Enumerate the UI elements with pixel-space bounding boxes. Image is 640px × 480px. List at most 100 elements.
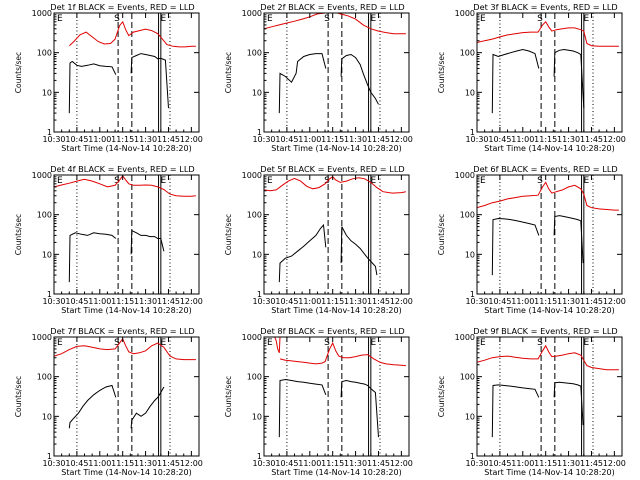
y-tick-label: 10 bbox=[465, 88, 475, 97]
x-tick-label: 11:15 bbox=[111, 135, 134, 144]
x-tick-label: 11:30 bbox=[344, 459, 367, 468]
y-tick-label: 1000 bbox=[242, 9, 262, 18]
y-tick-label: 10 bbox=[465, 250, 475, 259]
y-tick-label: 10 bbox=[465, 412, 475, 421]
x-tick-label: 11:15 bbox=[321, 297, 344, 306]
x-tick-label: 10:30 bbox=[42, 459, 65, 468]
events-series-line bbox=[130, 386, 165, 429]
event-marker-label: S bbox=[537, 14, 543, 24]
event-marker-label: E bbox=[480, 338, 486, 348]
x-tick-label: 10:30 bbox=[42, 297, 65, 306]
x-tick-label: 10:45 bbox=[488, 459, 511, 468]
y-tick-label: 1000 bbox=[455, 9, 475, 18]
y-tick-label: 1000 bbox=[32, 171, 52, 180]
x-axis-label: Start Time (14-Nov-14 10:28:20) bbox=[484, 468, 614, 477]
x-tick-label: 10:45 bbox=[488, 135, 511, 144]
y-tick-label: 100 bbox=[460, 373, 475, 382]
event-marker-label: E bbox=[57, 14, 63, 24]
plot-data bbox=[274, 337, 406, 438]
x-axis-label: Start Time (14-Nov-14 10:28:20) bbox=[61, 468, 191, 477]
x-tick-label: 11:45 bbox=[580, 459, 603, 468]
event-marker-label: S bbox=[324, 14, 330, 24]
x-tick-label: 12:00 bbox=[603, 135, 626, 144]
y-axis-label: Counts/sec bbox=[14, 52, 23, 93]
y-tick-label: 1 bbox=[47, 128, 52, 137]
y-axis-label: Counts/sec bbox=[14, 214, 23, 255]
plot-data bbox=[477, 181, 619, 276]
events-series-line bbox=[491, 217, 540, 276]
x-axis-label: Start Time (14-Nov-14 10:28:20) bbox=[484, 306, 614, 315]
chart-panel-3: Det 3f BLACK = Events, RED = LLD E S E 10:30… bbox=[437, 2, 626, 153]
plot-frame bbox=[263, 174, 410, 295]
x-tick-label: 11:45 bbox=[367, 297, 390, 306]
y-tick-label: 100 bbox=[247, 211, 262, 220]
x-tick-label: 11:45 bbox=[580, 135, 603, 144]
chart-title: Det 3f BLACK = Events, RED = LLD bbox=[473, 2, 617, 12]
plot-data bbox=[54, 337, 196, 429]
lld-series-line bbox=[279, 341, 406, 367]
x-axis-label: Start Time (14-Nov-14 10:28:20) bbox=[484, 144, 614, 153]
x-tick-label: 11:30 bbox=[557, 459, 580, 468]
x-axis-label: Start Time (14-Nov-14 10:28:20) bbox=[61, 306, 191, 315]
lld-series-line bbox=[477, 344, 619, 371]
y-axis-label: Counts/sec bbox=[437, 52, 446, 93]
y-tick-label: 1 bbox=[257, 452, 262, 461]
y-tick-label: 1 bbox=[470, 290, 475, 299]
events-series-line bbox=[553, 215, 584, 264]
y-tick-label: 100 bbox=[37, 211, 52, 220]
plot-data bbox=[264, 13, 406, 114]
x-tick-label: 11:45 bbox=[157, 297, 180, 306]
x-tick-label: 11:15 bbox=[111, 459, 134, 468]
x-tick-label: 11:00 bbox=[298, 459, 321, 468]
events-series-line bbox=[278, 53, 327, 114]
x-tick-label: 10:30 bbox=[42, 135, 65, 144]
x-tick-label: 11:30 bbox=[557, 135, 580, 144]
x-tick-label: 10:30 bbox=[465, 297, 488, 306]
x-tick-label: 12:00 bbox=[603, 297, 626, 306]
y-tick-label: 1 bbox=[47, 452, 52, 461]
event-marker-label: E bbox=[161, 338, 167, 348]
event-marker-label: E bbox=[584, 14, 590, 24]
x-tick-label: 10:30 bbox=[252, 297, 275, 306]
x-axis-label: Start Time (14-Nov-14 10:28:20) bbox=[271, 306, 401, 315]
event-marker-label: E bbox=[584, 176, 590, 186]
x-tick-label: 11:30 bbox=[557, 297, 580, 306]
plot-frame bbox=[53, 336, 200, 457]
plot-data bbox=[477, 344, 619, 438]
lld-series-line bbox=[274, 337, 281, 353]
chart-title: Det 5f BLACK = Events, RED = LLD bbox=[260, 164, 404, 174]
x-tick-label: 11:15 bbox=[321, 135, 344, 144]
event-marker-label: E bbox=[57, 176, 63, 186]
event-marker-label: S bbox=[537, 338, 543, 348]
y-tick-label: 100 bbox=[37, 49, 52, 58]
event-marker-label: E bbox=[57, 338, 63, 348]
x-tick-label: 12:00 bbox=[390, 297, 413, 306]
y-axis-label: Counts/sec bbox=[437, 376, 446, 417]
x-tick-label: 10:45 bbox=[65, 459, 88, 468]
x-tick-label: 11:30 bbox=[344, 297, 367, 306]
x-axis-label: Start Time (14-Nov-14 10:28:20) bbox=[271, 144, 401, 153]
x-tick-label: 11:00 bbox=[298, 297, 321, 306]
event-marker-label: E bbox=[267, 14, 273, 24]
x-tick-label: 11:45 bbox=[157, 135, 180, 144]
x-tick-label: 11:45 bbox=[157, 459, 180, 468]
events-series-line bbox=[278, 378, 327, 438]
x-tick-label: 11:15 bbox=[321, 459, 344, 468]
chart-title: Det 2f BLACK = Events, RED = LLD bbox=[260, 2, 404, 12]
y-tick-label: 1 bbox=[470, 128, 475, 137]
x-tick-label: 11:15 bbox=[534, 135, 557, 144]
y-tick-label: 10 bbox=[42, 250, 52, 259]
x-tick-label: 11:00 bbox=[88, 297, 111, 306]
chart-panel-9: Det 9f BLACK = Events, RED = LLD E S E 10:30… bbox=[437, 326, 626, 477]
y-tick-label: 10 bbox=[252, 250, 262, 259]
x-tick-label: 11:45 bbox=[367, 459, 390, 468]
x-tick-label: 10:45 bbox=[275, 459, 298, 468]
lld-series-line bbox=[477, 20, 619, 47]
x-tick-label: 11:00 bbox=[511, 297, 534, 306]
x-tick-label: 11:15 bbox=[534, 297, 557, 306]
chart-panel-1: Det 1f BLACK = Events, RED = LLD E S E 10:30… bbox=[14, 2, 203, 153]
y-tick-label: 100 bbox=[247, 373, 262, 382]
y-tick-label: 100 bbox=[37, 373, 52, 382]
y-tick-label: 100 bbox=[460, 211, 475, 220]
